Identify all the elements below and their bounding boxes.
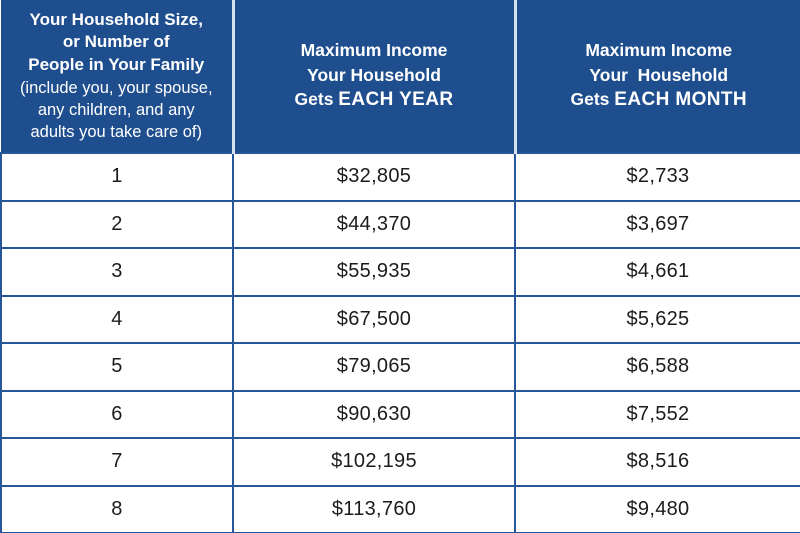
household-size-cell: 7 [0,437,234,487]
monthly-income-cell: $9,480 [514,484,800,533]
table-row: 5 $79,065 $6,588 [0,342,800,392]
yearly-income-cell: $79,065 [232,342,516,392]
table-row: 8 $113,760 $9,480 [0,484,800,533]
header-yearly-income: Maximum Income Your Household Gets EACH … [231,0,515,153]
monthly-income-cell: $2,733 [514,152,800,202]
header-monthly-income: Maximum Income Your Household Gets EACH … [513,0,800,153]
household-size-cell: 4 [0,294,234,344]
yearly-income-cell: $32,805 [232,152,516,202]
household-size-cell: 6 [0,389,234,439]
monthly-income-cell: $4,661 [514,247,800,297]
header-title-line: People in Your Family [28,54,205,74]
table-row: 4 $67,500 $5,625 [0,294,800,344]
monthly-income-cell: $5,625 [514,294,800,344]
household-size-cell: 8 [0,484,234,533]
yearly-income-cell: $113,760 [232,484,516,533]
header-subtitle-line: any children, and any [37,101,195,120]
header-line: Your Household [589,64,729,85]
header-gets-label: Gets [570,89,615,110]
household-size-cell: 5 [0,342,234,392]
household-size-title: Your Household Size, or Number of People… [7,9,226,76]
table-row: 3 $55,935 $4,661 [0,247,800,297]
each-month-emphasis: EACH MONTH [614,89,748,111]
monthly-income-cell: $7,552 [514,389,800,439]
yearly-income-cell: $67,500 [232,294,516,344]
yearly-income-cell: $102,195 [232,437,516,487]
header-title-line: Your Household Size, [29,9,203,29]
header-line: Maximum Income [585,39,733,60]
header-title-line: or Number of [62,32,170,52]
header-row: Your Household Size, or Number of People… [1,0,800,153]
header-line: Gets EACH MONTH [523,88,796,113]
table-row: 7 $102,195 $8,516 [0,437,800,487]
yearly-income-cell: $44,370 [232,199,516,249]
table-header: Your Household Size, or Number of People… [1,0,800,153]
header-gets-label: Gets [294,89,339,110]
header-line: Gets EACH YEAR [241,88,508,113]
monthly-income-cell: $6,588 [514,342,800,392]
header-line: Maximum Income [300,39,448,60]
header-line: Your Household [307,64,441,85]
household-size-cell: 1 [0,152,234,202]
header-subtitle-line: adults you take care of) [30,123,202,142]
each-year-emphasis: EACH YEAR [338,89,454,111]
monthly-income-cell: $8,516 [514,437,800,487]
table-row: 2 $44,370 $3,697 [0,199,800,249]
monthly-income-cell: $3,697 [514,199,800,249]
household-size-subtitle: (include you, your spouse, any children,… [7,77,226,143]
yearly-income-cell: $90,630 [232,389,516,439]
header-subtitle-line: (include you, your spouse, [19,78,213,97]
table-body: 1 $32,805 $2,733 2 $44,370 $3,697 3 $55,… [0,152,800,533]
header-household-size: Your Household Size, or Number of People… [1,0,233,153]
household-size-cell: 3 [0,247,234,297]
household-size-cell: 2 [0,199,234,249]
table-row: 6 $90,630 $7,552 [0,389,800,439]
table-row: 1 $32,805 $2,733 [0,152,800,202]
yearly-income-cell: $55,935 [232,247,516,297]
